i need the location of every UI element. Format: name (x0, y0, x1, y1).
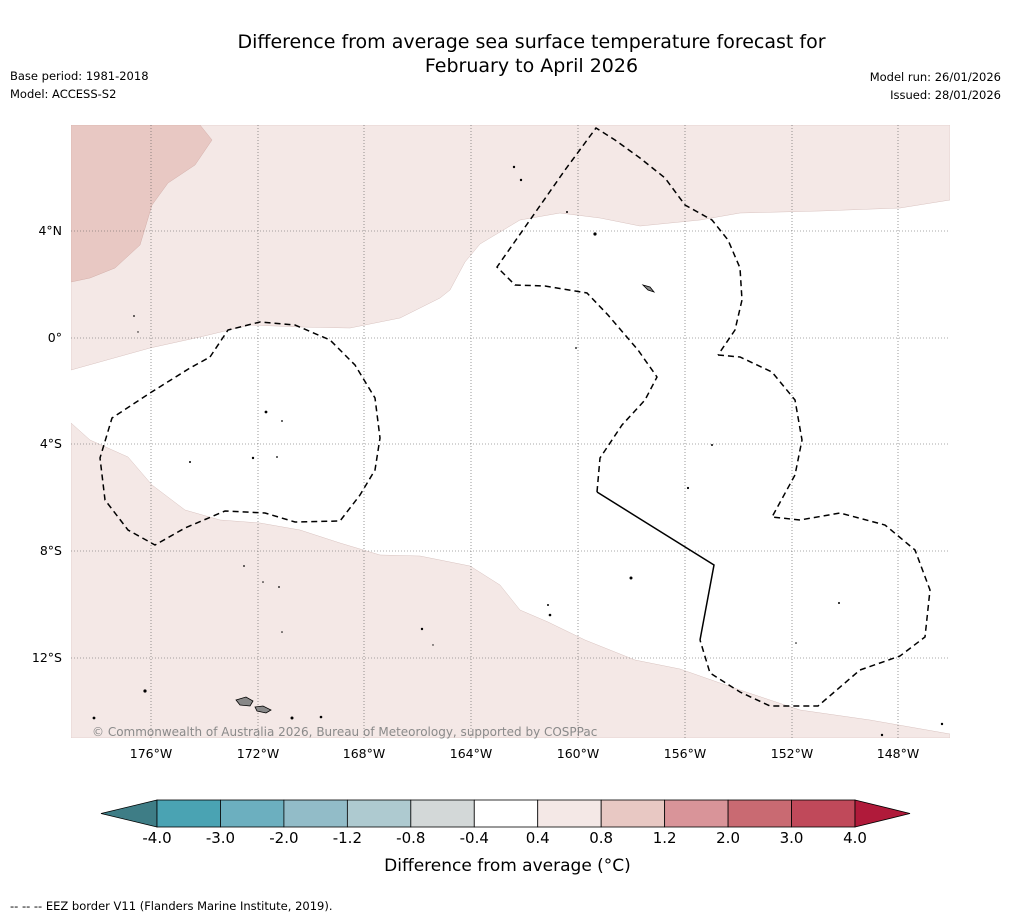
colorbar-tick-label: -4.0 (142, 829, 172, 847)
colorbar-tick-label: 4.0 (843, 829, 867, 847)
colorbar-segment (410, 799, 475, 828)
lon-label-156w: 156°W (663, 746, 707, 761)
colorbar-segment (283, 799, 348, 828)
anomaly-band-south-0-4 (71, 422, 950, 738)
colorbar-tick-label: 3.0 (779, 829, 804, 847)
lon-label-160w: 160°W (556, 746, 600, 761)
colorbar-tick-label: -2.0 (269, 829, 299, 847)
colorbar-tick-label: -3.0 (205, 829, 236, 847)
eez-border-east (699, 354, 931, 707)
eez-border-west (99, 321, 381, 546)
map-title-line-2: February to April 2026 (424, 55, 639, 77)
model-text: Model: ACCESS-S2 (10, 87, 117, 101)
lon-label-148w: 148°W (876, 746, 920, 761)
colorbar-segment (600, 799, 666, 828)
lat-label-8s: 8°S (39, 543, 62, 558)
meta-right: Model run: 26/01/2026 Issued: 28/01/2026 (870, 68, 1001, 104)
lon-label-172w: 172°W (236, 746, 280, 761)
colorbar-extend-high (854, 799, 911, 828)
island-upolu (235, 696, 254, 707)
colorbar-tick-label: 0.4 (525, 829, 550, 847)
colorbar-segment (664, 799, 729, 828)
colorbar-segment (727, 799, 792, 828)
lat-label-12s: 12°S (31, 650, 62, 665)
lon-label-152w: 152°W (770, 746, 814, 761)
map-title: Difference from average sea surface temp… (0, 30, 1011, 78)
lat-label-4n: 4°N (38, 223, 62, 238)
issued-text: Issued: 28/01/2026 (890, 88, 1001, 102)
lat-label-4s: 4°S (39, 436, 62, 451)
graticule (71, 125, 950, 738)
colorbar-segment (220, 799, 285, 828)
lon-label-176w: 176°W (129, 746, 173, 761)
colorbar-tick-label: -0.4 (459, 829, 489, 847)
colorbar-tick-label: 0.8 (589, 829, 614, 847)
colorbar-segment (791, 799, 856, 828)
lat-label-equator: 0° (47, 330, 62, 345)
colorbar-tick-label: 2.0 (716, 829, 740, 847)
colorbar-tick-label: 1.2 (652, 829, 677, 847)
colorbar-label: Difference from average (°C) (384, 856, 631, 876)
atolls (92, 165, 944, 737)
colorbar-segment (156, 799, 221, 828)
base-period-text: Base period: 1981-2018 (10, 69, 149, 83)
colorbar-extend-low (100, 799, 158, 828)
eez-legend-text: -- -- -- EEZ border V11 (Flanders Marine… (10, 899, 333, 913)
island-kiribati-1 (641, 284, 656, 293)
colorbar-segment (346, 799, 412, 828)
anomaly-band-northwest-0-8 (71, 125, 213, 283)
copyright-text: © Commonwealth of Australia 2026, Bureau… (92, 725, 598, 739)
colorbar-tick-label: -1.2 (332, 829, 362, 847)
eez-border-solid-segment (596, 491, 715, 641)
lon-label-168w: 168°W (342, 746, 386, 761)
meta-left: Base period: 1981-2018 Model: ACCESS-S2 (10, 67, 149, 103)
anomaly-band-north-0-4 (71, 125, 950, 371)
lon-label-164w: 164°W (449, 746, 493, 761)
colorbar-tick-label: -0.8 (396, 829, 426, 847)
model-run-text: Model run: 26/01/2026 (869, 70, 1001, 84)
colorbar-segment (473, 799, 539, 828)
island-savaii (254, 705, 272, 714)
map-title-line-1: Difference from average sea surface temp… (237, 31, 826, 53)
colorbar-segment (537, 799, 602, 828)
eez-border-central (496, 126, 743, 493)
